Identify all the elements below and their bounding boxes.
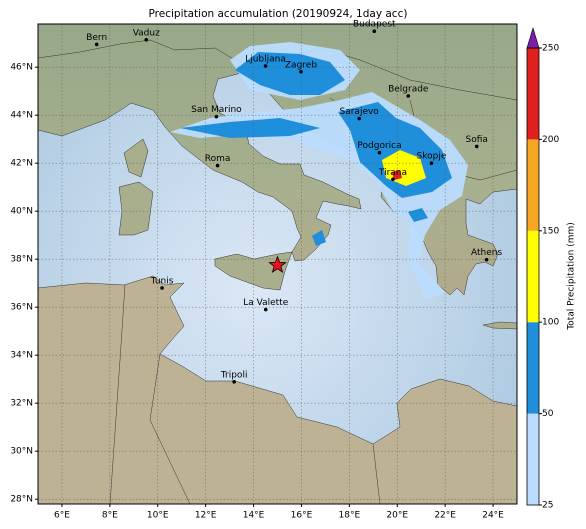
colorbar-tick-label: 50 bbox=[542, 409, 554, 419]
city-label: Sarajevo bbox=[340, 107, 380, 117]
colorbar: 25 50 100 150 200 250 bbox=[526, 26, 559, 511]
city-label: Podgorica bbox=[357, 141, 401, 151]
city-dot bbox=[474, 144, 479, 149]
city-dot bbox=[406, 94, 411, 98]
y-tick-label: 36°N bbox=[10, 303, 33, 313]
city-dot bbox=[215, 163, 220, 168]
city-dot bbox=[263, 307, 268, 312]
city-dot bbox=[484, 257, 489, 262]
city-label: Tirana bbox=[378, 168, 407, 178]
chart-title: Precipitation accumulation (20190924, 1d… bbox=[149, 8, 408, 20]
x-tick-label: 14°E bbox=[243, 511, 265, 521]
city-dot bbox=[372, 29, 377, 33]
city-dot bbox=[429, 161, 434, 165]
sardinia bbox=[118, 181, 154, 236]
y-tick-label: 46°N bbox=[10, 63, 33, 73]
city-dot bbox=[144, 38, 149, 42]
x-tick-label: 10°E bbox=[147, 511, 169, 521]
colorbar-tick-label: 200 bbox=[542, 135, 559, 145]
city-label: San Marino bbox=[191, 105, 242, 115]
city-label: Vaduz bbox=[133, 28, 160, 38]
x-tick-label: 12°E bbox=[195, 511, 217, 521]
colorbar-tick-label: 150 bbox=[542, 226, 559, 236]
colorbar-segment bbox=[527, 230, 539, 323]
y-tick-label: 30°N bbox=[10, 447, 33, 457]
y-tick-label: 34°N bbox=[10, 351, 33, 361]
y-tick-label: 42°N bbox=[10, 159, 33, 169]
city-label: Ljubljana bbox=[245, 55, 286, 65]
colorbar-tick-label: 250 bbox=[542, 44, 559, 54]
y-tick-label: 44°N bbox=[10, 111, 33, 121]
y-tick-label: 38°N bbox=[10, 255, 33, 265]
sicily bbox=[214, 251, 293, 291]
y-tick-label: 32°N bbox=[10, 399, 33, 409]
graticule: 6°E 8°E 10°E 12°E 14°E 16°E 18°E 20°E 22°E 24°E 28… bbox=[10, 24, 517, 521]
city-dot bbox=[391, 177, 395, 182]
precipitation bbox=[170, 42, 468, 300]
city-label: Budapest bbox=[353, 20, 396, 30]
city-label: La Valette bbox=[243, 298, 288, 308]
city-label: Skopje bbox=[417, 152, 447, 162]
x-tick-label: 16°E bbox=[291, 511, 313, 521]
city-dot bbox=[232, 380, 236, 384]
y-tick-label: 40°N bbox=[10, 207, 33, 217]
colorbar-segment bbox=[527, 139, 539, 231]
city-label: Belgrade bbox=[388, 85, 429, 95]
colorbar-segment bbox=[527, 322, 539, 414]
city-label: Roma bbox=[205, 154, 231, 164]
colorbar-frame bbox=[526, 47, 540, 506]
city-label: Zagreb bbox=[285, 60, 317, 70]
city-dot bbox=[357, 116, 361, 121]
colorbar-tick-label: 100 bbox=[542, 318, 559, 328]
city-label: Sofia bbox=[466, 135, 488, 145]
x-tick-label: 22°E bbox=[434, 511, 456, 521]
x-tick-label: 18°E bbox=[339, 511, 361, 521]
x-tick-label: 8°E bbox=[102, 511, 118, 521]
city-dot bbox=[94, 42, 99, 47]
colorbar-label: Total Precipitation (mm) bbox=[567, 222, 577, 331]
colorbar-segment bbox=[527, 48, 539, 140]
city-label: Bern bbox=[86, 33, 107, 43]
event-marker bbox=[268, 255, 287, 274]
city-dot bbox=[377, 150, 382, 155]
crete bbox=[482, 321, 517, 330]
x-tick-label: 24°E bbox=[482, 511, 504, 521]
city-dot bbox=[263, 64, 268, 68]
colorbar-tick-label: 25 bbox=[542, 501, 553, 511]
city-label: Tunis bbox=[150, 277, 174, 287]
city-label: Athens bbox=[471, 248, 502, 258]
city-dot bbox=[299, 69, 303, 74]
y-tick-label: 28°N bbox=[10, 495, 33, 505]
x-tick-label: 6°E bbox=[54, 511, 70, 521]
city-dot bbox=[214, 114, 219, 119]
colorbar-extend bbox=[526, 26, 540, 49]
plot-frame bbox=[37, 23, 518, 505]
colorbar-segment bbox=[527, 413, 539, 505]
corsica bbox=[123, 138, 149, 178]
city-label: Tripoli bbox=[220, 370, 248, 380]
x-tick-label: 20°E bbox=[386, 511, 408, 521]
city-dot bbox=[160, 286, 164, 290]
